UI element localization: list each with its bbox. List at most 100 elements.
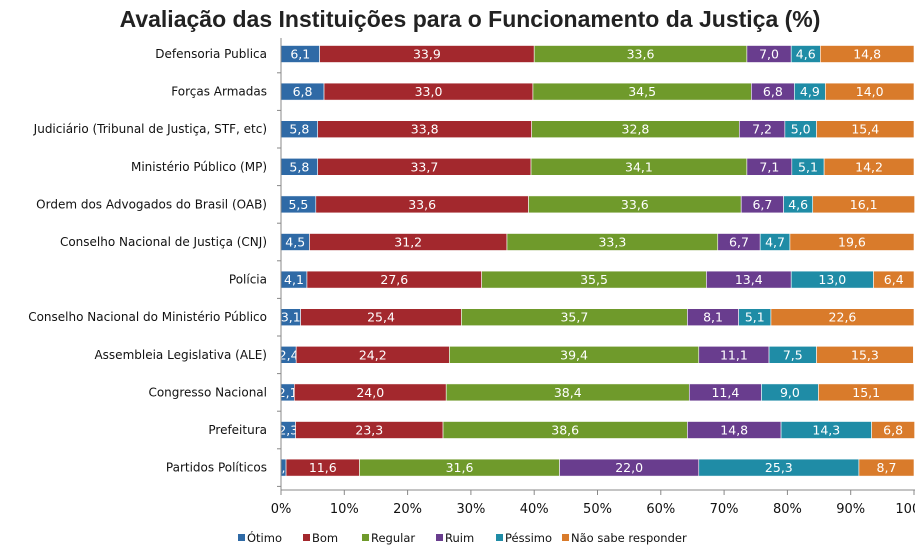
legend-swatch	[303, 534, 310, 541]
data-label: 14,2	[855, 159, 883, 174]
bar-segment	[825, 82, 915, 101]
data-label: 35,5	[580, 272, 608, 287]
data-label: 14,8	[720, 423, 748, 438]
data-label: 5,0	[791, 122, 811, 137]
legend-swatch	[496, 534, 503, 541]
data-label: 15,3	[851, 347, 879, 362]
bar-segment	[770, 308, 915, 327]
data-label: 4,6	[796, 47, 816, 62]
data-label: 6,8	[883, 423, 903, 438]
data-label: 5,1	[745, 310, 765, 325]
data-label: 4,7	[765, 235, 785, 250]
data-label: 8,7	[877, 460, 897, 475]
data-label: 19,6	[838, 235, 866, 250]
data-label: 32,8	[622, 122, 650, 137]
x-tick-label: 50%	[583, 502, 612, 517]
data-label: 5,5	[288, 197, 308, 212]
data-label: 31,2	[394, 235, 422, 250]
data-label: 2,1	[278, 385, 298, 400]
legend-swatch	[562, 534, 569, 541]
category-label: Ordem dos Advogados do Brasil (OAB)	[36, 197, 267, 211]
data-label: 11,4	[711, 385, 739, 400]
legend-item: Não sabe responder	[562, 531, 687, 545]
x-tick-label: 40%	[520, 502, 549, 517]
data-label: 31,6	[446, 460, 474, 475]
data-label: 8,1	[703, 310, 723, 325]
x-tick-label: 70%	[710, 502, 739, 517]
category-label: Defensoria Publica	[155, 47, 267, 61]
data-label: 33,0	[415, 84, 443, 99]
category-label: Congresso Nacional	[148, 385, 267, 399]
bar-segment	[820, 45, 915, 63]
legend-swatch	[238, 534, 245, 541]
data-label: 23,3	[355, 423, 383, 438]
data-label: 25,3	[765, 460, 793, 475]
category-label: Polícia	[229, 273, 267, 287]
legend-label: Não sabe responder	[571, 531, 687, 545]
x-tick-label: 30%	[456, 502, 485, 517]
category-label: Prefeitura	[208, 423, 267, 437]
data-label: 6,4	[884, 272, 904, 287]
legend-item: Péssimo	[496, 531, 552, 545]
data-label: 11,1	[720, 347, 748, 362]
data-label: 6,8	[763, 84, 783, 99]
x-tick-label: 90%	[836, 502, 865, 517]
legend-swatch	[436, 534, 443, 541]
data-label: 33,6	[627, 47, 655, 62]
data-label: 9,0	[780, 385, 800, 400]
data-label: 33,7	[410, 159, 438, 174]
data-label: 6,7	[752, 197, 772, 212]
data-label: 4,6	[788, 197, 808, 212]
data-label: 22,0	[615, 460, 643, 475]
legend-item: Regular	[362, 531, 415, 545]
data-label: 34,5	[628, 84, 656, 99]
data-label: 22,6	[829, 310, 857, 325]
data-label: 24,2	[359, 347, 387, 362]
data-label: 14,0	[856, 84, 884, 99]
data-label: 5,8	[289, 122, 309, 137]
bar-segment	[873, 270, 915, 289]
data-label: 13,0	[818, 272, 846, 287]
data-label: 2,3	[278, 423, 298, 438]
data-label: 14,8	[853, 47, 881, 62]
data-label: 4,1	[284, 272, 304, 287]
category-label: Partidos Políticos	[166, 461, 267, 475]
x-tick-label: 0%	[271, 502, 292, 517]
data-label: 7,5	[783, 347, 803, 362]
category-label: Conselho Nacional do Ministério Público	[28, 310, 267, 324]
data-label: 5,8	[289, 159, 309, 174]
data-label: 5,1	[798, 159, 818, 174]
data-label: 6,8	[293, 84, 313, 99]
data-label: 6,7	[729, 235, 749, 250]
data-label: 24,0	[356, 385, 384, 400]
data-label: 39,4	[560, 347, 588, 362]
data-label: 4,5	[285, 235, 305, 250]
legend-label: Bom	[312, 531, 338, 545]
legend-swatch	[362, 534, 369, 541]
data-label: 33,6	[621, 197, 649, 212]
x-tick-label: 10%	[330, 502, 359, 517]
legend-item: Ótimo	[238, 530, 282, 545]
x-tick-label: 80%	[773, 502, 802, 517]
data-label: 3,1	[281, 310, 301, 325]
data-label: 35,7	[560, 310, 588, 325]
bar-segment	[789, 233, 915, 251]
data-label: 33,6	[408, 197, 436, 212]
data-label: 33,3	[598, 235, 626, 250]
data-label: 11,6	[309, 460, 337, 475]
legend-label: Ruim	[445, 531, 474, 545]
data-label: 38,4	[554, 385, 582, 400]
category-label: Assembleia Legislativa (ALE)	[94, 348, 267, 362]
chart-title: Avaliação das Instituições para o Funcio…	[120, 6, 821, 32]
data-label: 33,8	[411, 122, 439, 137]
data-label: 7,2	[752, 122, 772, 137]
data-label: 15,4	[851, 122, 879, 137]
data-label: 33,9	[413, 47, 441, 62]
bar-segment	[823, 158, 915, 176]
data-label: 38,6	[551, 423, 579, 438]
data-label: 14,3	[812, 423, 840, 438]
x-tick-label: 20%	[393, 502, 422, 517]
bar-segment	[816, 345, 914, 364]
x-tick-label: 60%	[646, 502, 675, 517]
